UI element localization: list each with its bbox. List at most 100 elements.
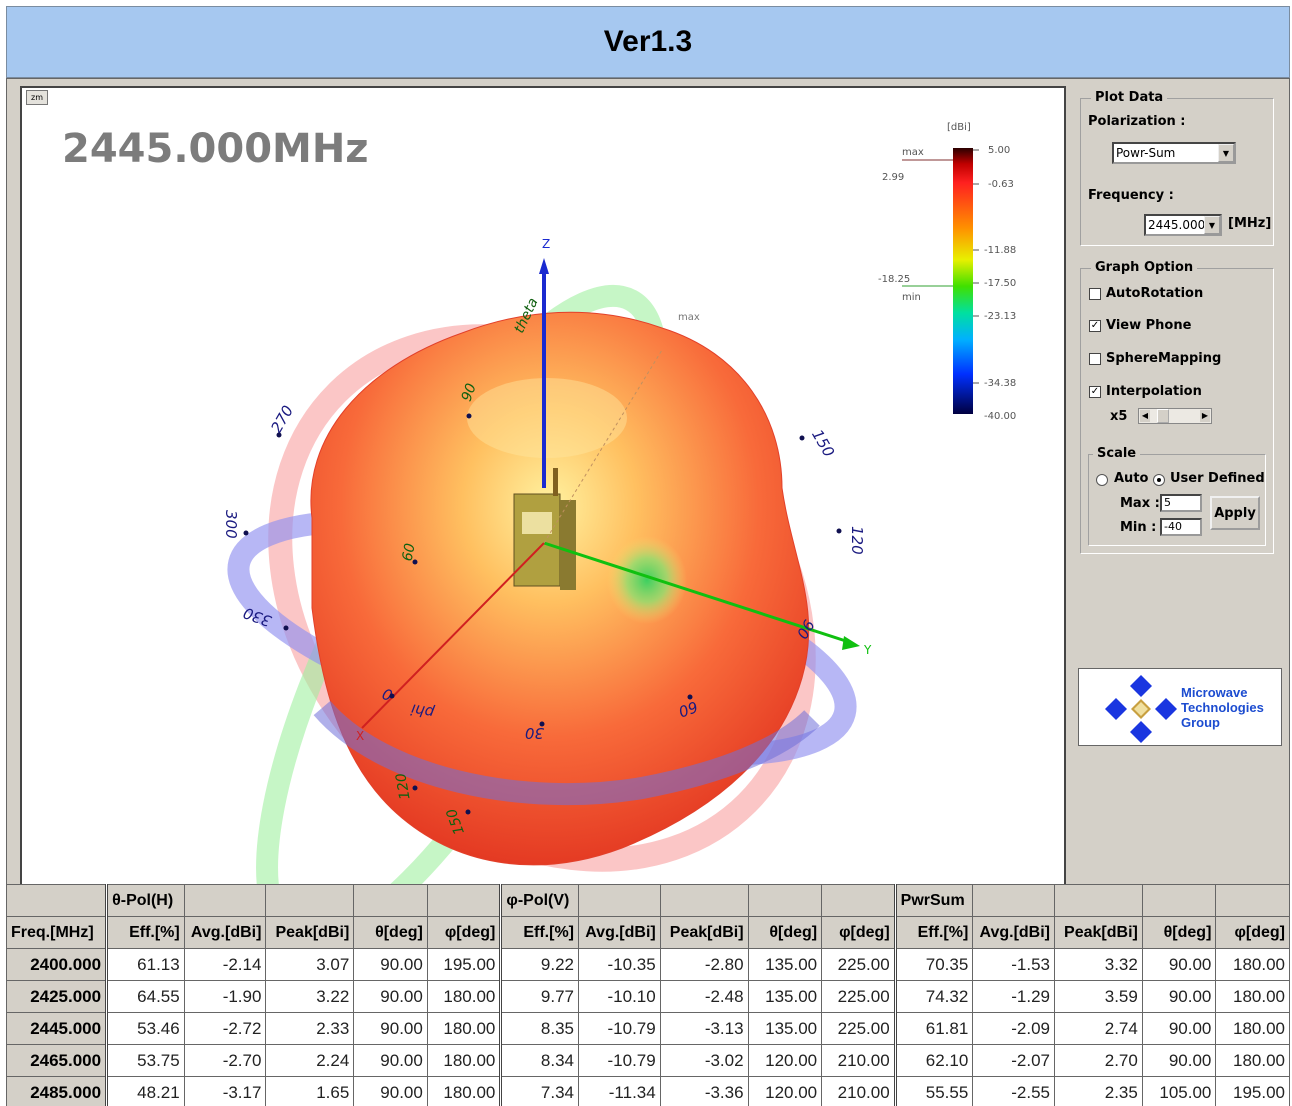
table-cell: 48.21: [105, 1076, 185, 1106]
colorbar-tick: -17.50: [984, 278, 1016, 289]
table-cell: 120.00: [747, 1044, 823, 1077]
scale-legend: Scale: [1093, 446, 1141, 461]
table-cell: -3.13: [659, 1012, 749, 1045]
table-cell: 180.00: [426, 980, 502, 1013]
x-axis-label: X: [356, 729, 364, 743]
table-cell: 90.00: [1141, 980, 1217, 1013]
table-cell: -3.36: [659, 1076, 749, 1106]
table-column-header: θ[deg]: [747, 916, 823, 949]
table-cell: -10.79: [578, 1044, 661, 1077]
logo-diamonds-icon: [1105, 675, 1177, 743]
table-row: 2445.000 53.46 -2.72 2.33 90.00 180.00 8.35 -10…: [5, 1012, 1290, 1045]
table-column-header: Freq.[MHz]: [5, 916, 108, 949]
table-cell: -2.72: [183, 1012, 267, 1045]
z-axis-arrow: [539, 258, 549, 274]
table-cell: 180.00: [1215, 1012, 1290, 1045]
colorbar-tick: -23.13: [984, 311, 1016, 322]
plot-data-group: Plot Data: [1080, 90, 1274, 246]
results-table: θ-Pol(H) φ-Pol(V) PwrSum Freq.[MHz] Eff.[…: [5, 884, 1290, 1106]
ring-green-label-60: 60: [400, 542, 419, 562]
table-column-header: θ[deg]: [1141, 916, 1217, 949]
phi-pol-header: φ-Pol(V): [499, 884, 579, 917]
table-cell: -3.02: [659, 1044, 749, 1077]
logo-line: Microwave: [1181, 685, 1248, 700]
app-title: Ver1.3: [603, 25, 693, 58]
scale-auto-radio[interactable]: [1096, 474, 1108, 486]
table-cell: 180.00: [426, 1012, 502, 1045]
scale-min-input[interactable]: -40: [1160, 518, 1202, 536]
plot-data-legend: Plot Data: [1091, 90, 1168, 105]
scale-max-label: Max :: [1120, 496, 1160, 511]
table-cell: 90.00: [1141, 1044, 1217, 1077]
table-column-header: Peak[dBi]: [265, 916, 355, 949]
table-freq-cell: 2400.000: [5, 948, 108, 981]
table-cell: 225.00: [821, 948, 896, 981]
logo-line: Technologies: [1181, 700, 1264, 715]
table-cell: 2.74: [1054, 1012, 1143, 1045]
table-column-header: Avg.[dBi]: [972, 916, 1055, 949]
ring-blue-label-60: 60: [676, 697, 700, 720]
slider-right-arrow-icon[interactable]: ▶: [1200, 410, 1210, 422]
table-freq-cell: 2425.000: [5, 980, 108, 1013]
frequency-select[interactable]: 2445.000 ▼: [1144, 214, 1222, 236]
theta-pol-header: θ-Pol(H): [105, 884, 185, 917]
table-row: 2400.000 61.13 -2.14 3.07 90.00 195.00 9.22 -10…: [5, 948, 1290, 981]
table-cell: 2.35: [1054, 1076, 1143, 1106]
sphere-mapping-checkbox[interactable]: [1089, 353, 1101, 365]
table-column-header: Eff.[%]: [499, 916, 579, 949]
table-cell: -1.53: [972, 948, 1055, 981]
max-marker-label: max: [678, 312, 700, 323]
polarization-select[interactable]: Powr-Sum ▼: [1112, 142, 1236, 164]
scale-user-defined-radio[interactable]: [1153, 474, 1165, 486]
interpolation-slider[interactable]: ◀ ▶: [1138, 408, 1212, 424]
table-cell: 210.00: [821, 1076, 896, 1106]
slider-thumb[interactable]: [1157, 409, 1169, 423]
ring-green-label-90: 90: [459, 381, 480, 403]
y-axis-arrow: [842, 636, 860, 650]
scale-group: Scale: [1088, 446, 1266, 546]
table-cell: -1.29: [972, 980, 1055, 1013]
table-cell: 90.00: [1141, 948, 1217, 981]
colorbar-tick: 5.00: [988, 145, 1010, 156]
plot-canvas[interactable]: Z Y X max 270 300 330 30 60 90 120 150 0…: [22, 88, 1064, 884]
table-cell: -10.35: [578, 948, 661, 981]
table-column-header: Peak[dBi]: [659, 916, 749, 949]
table-cell: -10.10: [578, 980, 661, 1013]
ring-phi-label: phi: [409, 700, 437, 722]
table-column-header: Eff.[%]: [893, 916, 974, 949]
table-cell: 2.70: [1054, 1044, 1143, 1077]
table-cell: -3.17: [183, 1076, 267, 1106]
view-phone-checkbox[interactable]: ✓: [1089, 320, 1101, 332]
interpolation-checkbox[interactable]: ✓: [1089, 386, 1101, 398]
table-cell: 90.00: [1141, 1012, 1217, 1045]
table-freq-cell: 2485.000: [5, 1076, 108, 1106]
table-cell: 195.00: [426, 948, 502, 981]
chevron-down-icon[interactable]: ▼: [1218, 144, 1234, 162]
table-cell: 135.00: [747, 980, 823, 1013]
table-cell: -2.14: [183, 948, 267, 981]
graph-option-legend: Graph Option: [1091, 260, 1198, 275]
table-cell: 225.00: [821, 1012, 896, 1045]
zoom-button[interactable]: zm: [26, 90, 48, 105]
table-cell: -2.55: [972, 1076, 1055, 1106]
z-axis-label: Z: [542, 237, 550, 251]
frequency-display: 2445.000MHz: [62, 126, 369, 172]
table-cell: 74.32: [893, 980, 974, 1013]
frequency-value: 2445.000: [1148, 218, 1206, 232]
slider-left-arrow-icon[interactable]: ◀: [1140, 410, 1150, 422]
ring-blue-front: [313, 700, 820, 806]
chevron-down-icon[interactable]: ▼: [1204, 216, 1220, 234]
table-cell: 7.34: [499, 1076, 579, 1106]
logo-line: Group: [1181, 715, 1220, 730]
table-cell: 62.10: [893, 1044, 974, 1077]
table-cell: 90.00: [353, 1044, 428, 1077]
graph-option-group: Graph Option: [1080, 260, 1274, 554]
table-column-header: φ[deg]: [426, 916, 502, 949]
ring-tick-dots: [243, 413, 842, 815]
auto-rotation-checkbox[interactable]: [1089, 288, 1101, 300]
table-cell: 3.59: [1054, 980, 1143, 1013]
radiation-plot-3d[interactable]: Z Y X max 270 300 330 30 60 90 120 150 0…: [20, 86, 1066, 886]
table-cell: 180.00: [1215, 980, 1290, 1013]
scale-max-input[interactable]: 5: [1160, 494, 1202, 512]
apply-button[interactable]: Apply: [1210, 496, 1260, 530]
